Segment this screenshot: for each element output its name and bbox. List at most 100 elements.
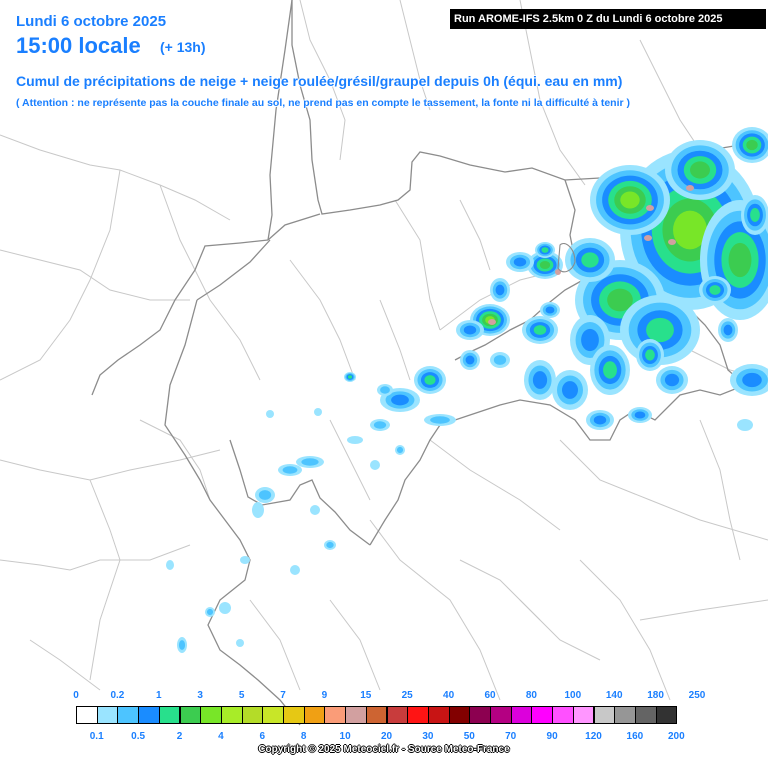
precip-cell bbox=[644, 235, 652, 241]
precip-cell bbox=[737, 419, 753, 431]
precip-cell bbox=[533, 325, 547, 335]
precip-cell bbox=[488, 319, 496, 325]
legend-bottom-label: 2 bbox=[176, 731, 183, 742]
precip-cell bbox=[690, 161, 710, 179]
legend-swatch bbox=[241, 706, 264, 724]
precip-cell bbox=[380, 386, 390, 394]
precip-cell bbox=[620, 191, 640, 209]
precip-cell bbox=[750, 208, 760, 222]
legend-bottom-label: 30 bbox=[422, 731, 434, 742]
precip-cell bbox=[166, 560, 174, 570]
legend-top-label: 250 bbox=[688, 690, 706, 701]
precip-cell bbox=[430, 416, 450, 424]
legend-swatch bbox=[593, 706, 616, 724]
legend-swatch bbox=[76, 706, 98, 724]
legend-swatch bbox=[634, 706, 657, 724]
precip-cell bbox=[746, 139, 758, 151]
legend-top-label: 60 bbox=[484, 690, 496, 701]
precip-cell bbox=[646, 317, 674, 343]
precip-cell bbox=[646, 205, 654, 211]
precip-cell bbox=[709, 285, 721, 295]
legend-swatch bbox=[490, 706, 512, 724]
precip-cell bbox=[668, 239, 676, 245]
precip-cell bbox=[370, 460, 380, 470]
precip-cell bbox=[258, 490, 272, 500]
legend-swatch bbox=[552, 706, 574, 724]
precip-cell bbox=[266, 410, 274, 418]
legend-bottom-label: 200 bbox=[667, 731, 685, 742]
precip-cell bbox=[178, 640, 186, 650]
legend-swatch bbox=[138, 706, 160, 724]
precip-cell bbox=[513, 257, 527, 267]
forecast-local-time: 15:00 locale bbox=[16, 33, 141, 58]
legend-top-label: 5 bbox=[238, 690, 245, 701]
legend-top-label: 15 bbox=[360, 690, 372, 701]
legend-bottom-label: 90 bbox=[546, 731, 558, 742]
precip-cell bbox=[424, 375, 436, 385]
legend-top-label: 140 bbox=[605, 690, 623, 701]
legend-swatch bbox=[655, 706, 678, 724]
precip-cell bbox=[282, 466, 298, 474]
precip-cell bbox=[607, 288, 633, 312]
copyright-notice: Copyright © 2025 Meteociel.fr - Source M… bbox=[258, 744, 510, 755]
legend-swatch bbox=[614, 706, 636, 724]
precip-cell bbox=[236, 639, 244, 647]
precip-cell bbox=[219, 602, 231, 614]
legend-swatch bbox=[386, 706, 409, 724]
legend-bottom-label: 50 bbox=[463, 731, 475, 742]
precip-cell bbox=[326, 541, 334, 549]
model-run-label: Run AROME-IFS 2.5km 0 Z du Lundi 6 octob… bbox=[450, 9, 766, 29]
precip-cell bbox=[581, 328, 599, 352]
legend-swatch bbox=[96, 706, 119, 724]
precip-cell bbox=[465, 355, 475, 365]
legend-swatch bbox=[283, 706, 305, 724]
precip-cell bbox=[645, 349, 655, 361]
precip-cell bbox=[463, 325, 477, 335]
precip-cell bbox=[252, 502, 264, 518]
precip-cell bbox=[396, 446, 404, 454]
precip-cell bbox=[373, 421, 387, 429]
legend-swatch bbox=[448, 706, 471, 724]
precip-cell bbox=[314, 408, 322, 416]
legend-bottom-label: 10 bbox=[339, 731, 351, 742]
region-borders bbox=[0, 0, 768, 701]
legend-swatch bbox=[427, 706, 450, 724]
legend-top-label: 1 bbox=[156, 690, 162, 701]
precip-cell bbox=[673, 210, 707, 250]
legend-top-label: 80 bbox=[525, 690, 537, 701]
attention-note: ( Attention : ne représente pas la couch… bbox=[16, 97, 630, 109]
legend-top-label: 40 bbox=[443, 690, 455, 701]
precip-cell bbox=[541, 247, 549, 253]
legend-swatch bbox=[531, 706, 554, 724]
precip-cell bbox=[664, 373, 680, 387]
legend-swatch bbox=[407, 706, 429, 724]
legend-swatch bbox=[345, 706, 367, 724]
legend-swatch bbox=[324, 706, 347, 724]
precip-cell bbox=[206, 608, 214, 616]
legend-swatch bbox=[220, 706, 243, 724]
precip-cell bbox=[723, 324, 733, 336]
precip-cell bbox=[310, 505, 320, 515]
legend-bottom-label: 0.1 bbox=[89, 731, 104, 742]
lake-border bbox=[557, 243, 576, 273]
legend-swatch bbox=[572, 706, 595, 724]
precip-cell bbox=[603, 361, 617, 379]
legend-bottom-label: 0.5 bbox=[131, 731, 146, 742]
legend-top-label: 3 bbox=[197, 690, 203, 701]
precip-cell bbox=[240, 556, 250, 564]
legend-swatch bbox=[303, 706, 326, 724]
precip-cell bbox=[686, 185, 694, 191]
precip-cell bbox=[545, 306, 555, 314]
precip-cell bbox=[495, 284, 505, 296]
precip-cell bbox=[539, 261, 551, 269]
precip-cell bbox=[532, 371, 548, 389]
legend-swatch bbox=[365, 706, 388, 724]
legend-top-label: 180 bbox=[647, 690, 664, 701]
precip-cell bbox=[634, 411, 646, 419]
precip-cell bbox=[290, 565, 300, 575]
legend-bottom-label: 120 bbox=[585, 731, 602, 742]
legend-top-label: 25 bbox=[401, 690, 413, 701]
legend-bottom-label: 6 bbox=[259, 731, 266, 742]
